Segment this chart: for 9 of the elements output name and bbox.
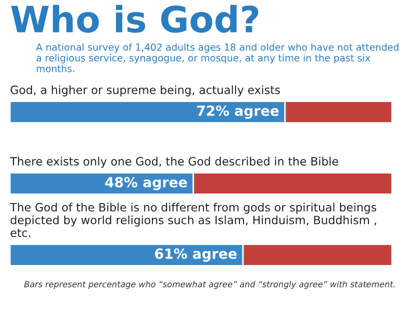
data-label: 61% agree <box>155 248 237 262</box>
y-tick-label: God, a higher or supreme being, actually exists <box>10 85 280 96</box>
y-tick-label: The God of the Bible is no different from gods or spiritual beings depicted by world religions such as Islam, Hinduism, Buddhism , etc. <box>10 202 376 238</box>
data-label: 48% agree <box>105 176 187 190</box>
y-tick-label: There exists only one God, the God described in the Bible <box>10 156 338 168</box>
chart-title: Who is God? <box>11 4 258 33</box>
data-label: 72% agree <box>197 105 279 119</box>
text: Bars represent percentage who “somewhat agree” and “strongly agree” with statement. <box>24 280 395 289</box>
chart-subtitle: A national survey of 1,402 adults ages 18 and older who have not attended a religious service, synagogue, or mosque, at any time in the past six months. <box>36 43 398 72</box>
